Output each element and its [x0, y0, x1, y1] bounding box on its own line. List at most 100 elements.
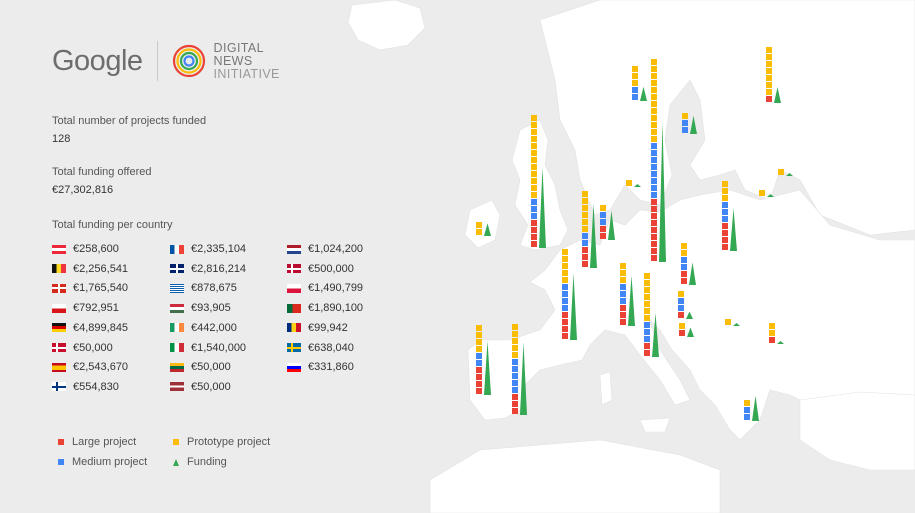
legend-medium: Medium project [58, 456, 147, 468]
project-square-germany [651, 234, 657, 240]
project-square-norway [632, 87, 638, 93]
project-square-germany [651, 108, 657, 114]
project-square-united-kingdom [531, 220, 537, 226]
project-square-italy [644, 273, 650, 279]
project-square-germany [651, 220, 657, 226]
dni-line2: NEWS [213, 53, 253, 68]
funding-triangle-denmark [634, 184, 641, 187]
project-square-czech-republic [681, 278, 687, 284]
country-amount: €2,256,541 [73, 262, 129, 275]
funding-triangle-lithuania [786, 173, 793, 176]
dni-line1: DIGITAL [213, 40, 265, 55]
project-square-united-kingdom [531, 122, 537, 128]
project-square-spain [512, 331, 518, 337]
italy-flag-icon [170, 343, 184, 352]
country-row-netherlands: €1,024,200 [287, 242, 363, 256]
project-square-italy [644, 329, 650, 335]
project-square-germany [651, 122, 657, 128]
project-square-spain [512, 359, 518, 365]
project-square-united-kingdom [531, 213, 537, 219]
country-amount: €1,540,000 [191, 341, 247, 354]
norway-flag-icon [287, 264, 301, 274]
project-square-switzerland [620, 263, 626, 269]
legend-large: Large project [58, 436, 136, 448]
project-square-poland [722, 209, 728, 215]
project-square-italy [644, 336, 650, 342]
country-row-united-kingdom: €2,816,214 [170, 262, 246, 276]
poland-flag-icon [287, 283, 301, 293]
header-logos: Google DIGITAL NEWS INITIATIVE [52, 38, 352, 84]
funding-triangle-greece [752, 395, 759, 421]
scandinavia-land [539, 0, 915, 236]
project-square-germany [651, 101, 657, 107]
project-square-netherlands [600, 219, 606, 225]
project-square-portugal [476, 360, 482, 366]
project-square-italy [644, 294, 650, 300]
country-row-germany: €4,899,845 [52, 321, 128, 335]
country-row-belgium: €2,256,541 [52, 262, 128, 276]
country-amount: €442,000 [191, 321, 237, 334]
project-square-poland [722, 181, 728, 187]
country-amount: €1,765,540 [73, 282, 129, 295]
project-square-germany [651, 80, 657, 86]
country-amount: €50,000 [191, 380, 231, 393]
project-square-finland [766, 68, 772, 74]
project-square-belgium [582, 240, 588, 246]
project-square-france [562, 270, 568, 276]
funding-triangle-czech-republic [689, 262, 696, 285]
funding-value: €27,302,816 [52, 184, 114, 196]
project-square-switzerland [620, 312, 626, 318]
project-square-czech-republic [681, 257, 687, 263]
funding-triangle-latvia [767, 194, 774, 197]
project-square-poland [722, 216, 728, 222]
country-amount: €2,335,104 [191, 243, 247, 255]
project-square-switzerland [620, 284, 626, 290]
project-square-poland [722, 202, 728, 208]
funding-triangle-icon [173, 458, 179, 466]
country-amount: €258,600 [73, 243, 119, 255]
project-square-denmark [626, 180, 632, 186]
funding-triangle-finland [774, 87, 781, 103]
project-square-portugal [476, 346, 482, 352]
project-square-belgium [582, 233, 588, 239]
legend-funding-label: Funding [187, 456, 227, 468]
continental-europe-land [467, 189, 915, 441]
funding-triangle-portugal [484, 340, 491, 395]
project-square-spain [512, 345, 518, 351]
project-square-germany [651, 94, 657, 100]
project-square-united-kingdom [531, 185, 537, 191]
project-square-france [562, 298, 568, 304]
project-square-austria [678, 305, 684, 311]
funding-triangle-belgium [590, 203, 597, 268]
project-square-austria [678, 291, 684, 297]
country-row-spain: €2,543,670 [52, 360, 128, 374]
project-square-belgium [582, 219, 588, 225]
project-square-united-kingdom [531, 227, 537, 233]
dni-rings-icon [172, 44, 205, 78]
country-amount: €1,024,200 [308, 243, 364, 255]
project-square-germany [651, 171, 657, 177]
projects-block: Total number of projects funded 128 [52, 115, 206, 145]
prototype-project-swatch [173, 439, 179, 445]
project-square-sweden [682, 113, 688, 119]
country-amount: €331,860 [308, 361, 354, 374]
country-amount: €500,000 [308, 262, 354, 275]
project-square-spain [512, 366, 518, 372]
project-square-germany [651, 157, 657, 163]
lithuania-flag-icon [170, 362, 184, 372]
project-square-united-kingdom [531, 157, 537, 163]
large-project-swatch [58, 439, 64, 445]
project-square-portugal [476, 339, 482, 345]
country-amount: €99,942 [308, 321, 348, 334]
project-square-spain [512, 394, 518, 400]
project-square-poland [722, 195, 728, 201]
ireland-flag-icon [170, 323, 184, 333]
project-square-france [562, 312, 568, 318]
project-square-italy [644, 343, 650, 349]
project-square-belgium [582, 212, 588, 218]
project-square-united-kingdom [531, 136, 537, 142]
greece-flag-icon [170, 283, 184, 293]
country-row-latvia: €50,000 [170, 380, 231, 394]
country-row-switzerland: €1,765,540 [52, 281, 128, 295]
ireland-land [464, 199, 501, 249]
